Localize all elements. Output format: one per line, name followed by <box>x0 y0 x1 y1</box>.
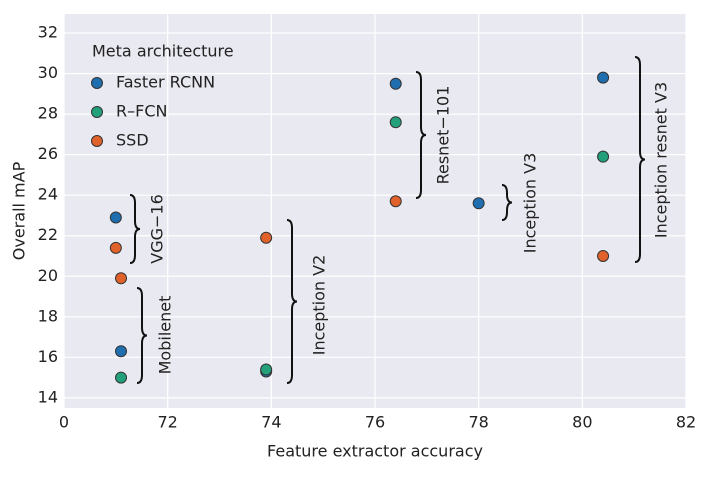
data-point <box>389 195 402 208</box>
data-point <box>472 197 485 210</box>
annotation: Inception V2 <box>310 255 329 356</box>
y-tick-label: 24 <box>38 185 58 204</box>
data-point <box>115 345 128 358</box>
legend-title: Meta architecture <box>92 42 234 61</box>
y-axis-label: Overall mAP <box>10 161 29 260</box>
y-tick-label: 16 <box>38 347 58 366</box>
y-tick-label: 22 <box>38 225 58 244</box>
data-point <box>389 116 402 129</box>
brace <box>501 184 513 221</box>
x-tick-label: 72 <box>157 413 177 432</box>
x-tick-label: 74 <box>261 413 281 432</box>
data-point <box>597 150 610 163</box>
x-axis-label: Feature extractor accuracy <box>267 442 483 461</box>
y-tick-label: 28 <box>38 104 58 123</box>
brace <box>136 287 148 384</box>
annotation: Mobilenet <box>156 296 175 375</box>
legend-label: R–FCN <box>116 102 167 121</box>
y-tick-label: 32 <box>38 23 58 42</box>
data-point <box>109 241 122 254</box>
y-tick-label: 14 <box>38 387 58 406</box>
data-point <box>597 249 610 262</box>
x-tick-label: 0 <box>59 413 69 432</box>
data-point <box>260 363 273 376</box>
data-point <box>260 231 273 244</box>
x-tick-label: 78 <box>468 413 488 432</box>
annotation: Inception resnet V3 <box>652 82 671 238</box>
annotation: Resnet−101 <box>434 86 453 185</box>
annotation: VGG−16 <box>148 194 167 264</box>
legend-label: SSD <box>116 131 149 150</box>
x-tick-label: 82 <box>676 413 696 432</box>
legend-marker <box>91 135 103 147</box>
brace <box>286 219 298 384</box>
legend-marker <box>91 106 103 118</box>
brace <box>129 194 141 264</box>
y-tick-label: 30 <box>38 63 58 82</box>
y-tick-label: 26 <box>38 144 58 163</box>
data-point <box>109 211 122 224</box>
x-tick-label: 80 <box>572 413 592 432</box>
y-tick-label: 20 <box>38 266 58 285</box>
data-point <box>115 371 128 384</box>
legend-marker <box>91 77 103 89</box>
annotation: Inception V3 <box>521 153 540 254</box>
y-tick-label: 18 <box>38 306 58 325</box>
data-point <box>389 77 402 90</box>
data-point <box>597 71 610 84</box>
brace <box>634 56 646 263</box>
brace <box>415 71 427 199</box>
legend-label: Faster RCNN <box>116 73 215 92</box>
x-tick-label: 76 <box>365 413 385 432</box>
data-point <box>115 272 128 285</box>
